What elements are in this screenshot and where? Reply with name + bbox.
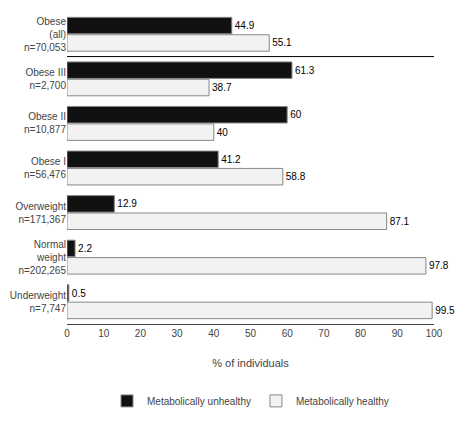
svg-text:80: 80 [355, 328, 367, 339]
svg-text:87.1: 87.1 [390, 216, 410, 227]
svg-text:10: 10 [98, 328, 110, 339]
svg-text:44.9: 44.9 [235, 20, 255, 31]
svg-text:2.2: 2.2 [78, 243, 92, 254]
svg-text:Metabolically healthy: Metabolically healthy [296, 396, 389, 407]
svg-text:0.5: 0.5 [72, 288, 86, 299]
svg-text:Obese(all)n=70,053: Obese(all)n=70,053 [24, 16, 66, 53]
svg-text:Obese IIn=10,877: Obese IIn=10,877 [24, 111, 66, 135]
svg-text:40: 40 [217, 127, 229, 138]
svg-text:61.3: 61.3 [295, 65, 315, 76]
svg-text:40: 40 [208, 328, 220, 339]
svg-text:Normalweightn=202,265: Normalweightn=202,265 [18, 239, 66, 276]
svg-text:30: 30 [172, 328, 184, 339]
svg-text:99.5: 99.5 [435, 305, 455, 316]
svg-text:41.2: 41.2 [221, 154, 241, 165]
svg-text:12.9: 12.9 [117, 198, 137, 209]
svg-text:100: 100 [426, 328, 443, 339]
svg-text:55.1: 55.1 [272, 37, 292, 48]
svg-text:Overweightn=171,367: Overweightn=171,367 [15, 201, 66, 225]
svg-text:97.8: 97.8 [429, 260, 449, 271]
svg-text:Obese In=56,476: Obese In=56,476 [24, 156, 66, 180]
svg-text:Underweightn=7,747: Underweightn=7,747 [10, 290, 67, 314]
svg-text:38.7: 38.7 [212, 82, 232, 93]
svg-text:70: 70 [318, 328, 330, 339]
svg-text:60: 60 [290, 109, 302, 120]
svg-text:60: 60 [282, 328, 294, 339]
svg-text:Metabolically unhealthy: Metabolically unhealthy [147, 396, 251, 407]
svg-text:Obese IIIn=2,700: Obese IIIn=2,700 [25, 67, 66, 91]
svg-text:50: 50 [245, 328, 257, 339]
svg-text:% of individuals: % of individuals [212, 357, 289, 369]
svg-text:20: 20 [135, 328, 147, 339]
svg-text:0: 0 [64, 328, 70, 339]
svg-text:90: 90 [392, 328, 404, 339]
svg-text:58.8: 58.8 [286, 171, 306, 182]
